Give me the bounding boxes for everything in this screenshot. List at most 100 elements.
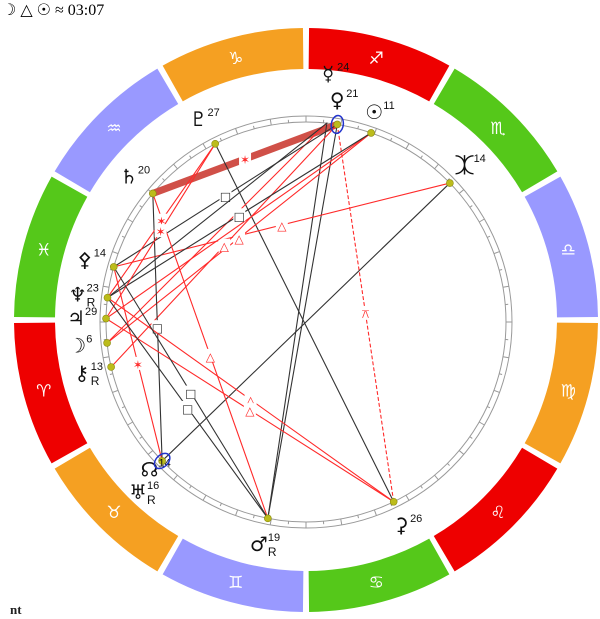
aspect-marker-square: □ — [220, 190, 231, 204]
chiron-retrograde-marker: R — [91, 374, 100, 388]
planet-label-sun: ☉ 11 — [365, 100, 394, 124]
aspect-lines: ✶⚻△△△□□□△✶✶✶△△□□ — [105, 120, 451, 519]
degree-tick — [112, 251, 119, 255]
neptune-glyph: ♆ — [69, 282, 87, 306]
degree-tick — [390, 137, 393, 141]
degree-tick — [235, 509, 239, 516]
degree-tick — [502, 356, 509, 359]
mars-degree: 19 — [268, 532, 280, 544]
sign-segment-sagittarius — [308, 28, 450, 102]
aspect-line-opposition — [161, 182, 451, 462]
saturn-degree: 20 — [138, 165, 150, 177]
sign-segment-pisces — [14, 176, 88, 318]
sign-segment-aquarius — [54, 68, 179, 193]
mercury-glyph: ☿ — [322, 61, 334, 85]
sign-glyph-libra: ♎ — [561, 241, 576, 261]
neptune-degree: 23 — [87, 282, 99, 294]
aspect-marker-bg — [219, 188, 232, 202]
degree-tick — [420, 485, 423, 489]
planet-label-jupiter: ♃ 29 — [67, 306, 97, 330]
aspect-marker-trine: △ — [245, 404, 255, 418]
degree-tick — [458, 450, 465, 455]
aspect-marker-bg — [181, 400, 194, 414]
degree-tick — [434, 163, 439, 170]
planet-point-sun — [367, 129, 375, 137]
aspect-marker-bg — [239, 151, 252, 165]
degree-tick — [219, 137, 222, 141]
degree-tick — [340, 518, 343, 525]
degree-tick — [103, 356, 110, 359]
aspect-marker-bg — [184, 385, 197, 399]
sign-glyph-aquarius: ♒ — [106, 119, 121, 139]
planet-point-node — [158, 457, 166, 465]
planet-point-jupiter — [102, 314, 110, 323]
sun-glyph: ☉ — [365, 100, 383, 124]
planet-label-chiron: ⚷ 13R — [74, 361, 103, 388]
planet-label-neptune: ♆ 23R — [69, 282, 99, 309]
zodiac-ring: ♈ ♉ ♊ ♋ ♌ ♍ ♎ ♏ ♐ ♑ ♒ ♓ — [14, 28, 598, 612]
aspect-marker-bg — [243, 403, 256, 417]
planet-point-ceres — [389, 497, 398, 506]
moon-degree: 6 — [86, 334, 92, 346]
sign-glyph-scorpio: ♏ — [490, 119, 505, 139]
mars-glyph: ♂ — [250, 532, 268, 556]
sign-glyph-capricorn: ♑ — [228, 49, 243, 69]
sign-segment-libra — [524, 176, 598, 318]
mars-retrograde-marker: R — [268, 545, 277, 559]
aspect-marker-quincunx: ⚻ — [361, 307, 369, 321]
degree-tick — [127, 421, 134, 426]
sign-segment-aries — [14, 322, 88, 464]
degree-tick — [202, 494, 207, 501]
chiron-degree: 13 — [91, 361, 103, 373]
eris-degree: 14 — [474, 153, 486, 165]
uranus-glyph: ♅ — [129, 480, 147, 504]
sign-glyph-sagittarius: ♐ — [369, 49, 384, 69]
conjunction-marker — [330, 114, 345, 135]
saturn-glyph: ♄ — [120, 165, 138, 189]
degree-tick — [499, 373, 503, 376]
planet-label-pallas: ⚴ 14 — [77, 248, 106, 272]
pluto-degree: 27 — [207, 107, 219, 119]
aspect-marker-sextile: ✶ — [156, 225, 166, 239]
sign-glyph-virgo: ♍ — [561, 381, 576, 401]
aspect-marker-bg — [155, 213, 168, 227]
aspect-timing-header: ☽ △ ☉ ≈ 03:07 — [2, 2, 105, 19]
aspect-marker-trine: △ — [246, 394, 256, 408]
degree-tick — [469, 436, 473, 439]
aspect-line-trine — [106, 122, 328, 344]
aspect-marker-bg — [154, 224, 167, 238]
planet-point-moon — [103, 339, 111, 347]
conjunction-marker — [153, 452, 171, 470]
sign-glyph-aries: ♈ — [36, 381, 51, 401]
degree-tick — [502, 285, 509, 288]
degree-tick — [357, 515, 360, 519]
ceres-degree: 26 — [410, 513, 422, 525]
planet-point-mars — [264, 514, 272, 523]
eris-glyph: ⯰ — [455, 153, 475, 177]
sign-segment-virgo — [524, 322, 598, 464]
planet-label-saturn: ♄ 20 — [120, 165, 150, 189]
degree-tick — [487, 406, 491, 409]
aspect-marker-bg — [131, 356, 144, 370]
planet-label-mars: ♂ 19R — [250, 532, 280, 559]
planet-point-saturn — [148, 189, 157, 198]
sign-glyph-gemini: ♊ — [228, 573, 243, 593]
jupiter-degree: 29 — [85, 306, 97, 318]
pallas-glyph: ⚴ — [77, 248, 92, 272]
aspect-marker-bg — [204, 348, 217, 362]
sign-glyph-cancer: ♋ — [369, 573, 384, 593]
degree-tick — [357, 125, 360, 129]
degree-tick — [139, 436, 143, 439]
sign-glyph-leo: ♌ — [490, 503, 505, 523]
degree-tick — [252, 515, 255, 519]
degree-tick — [189, 155, 192, 159]
aspect-marker-bg — [151, 320, 164, 334]
planet-point-chiron — [107, 363, 115, 371]
degree-tick — [202, 143, 207, 150]
degree-tick — [420, 155, 423, 159]
aspect-marker-trine: △ — [206, 350, 216, 364]
planet-label-pluto: ♇ 27 — [190, 107, 220, 131]
planet-label-venus: ♀ 21 — [330, 88, 359, 112]
aspect-marker-trine: △ — [277, 219, 287, 233]
